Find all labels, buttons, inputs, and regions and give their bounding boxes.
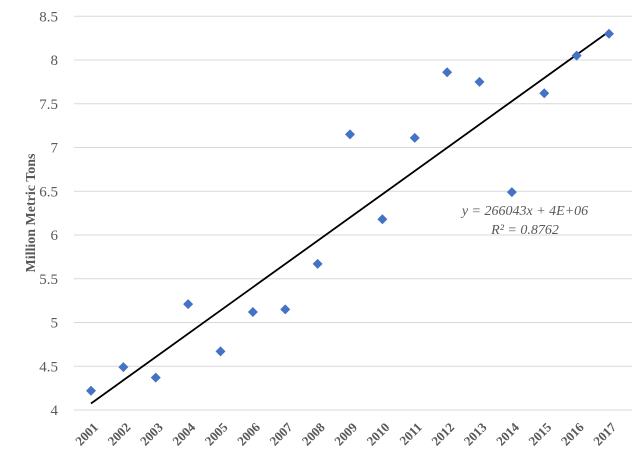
y-axis-title: Million Metric Tons [24,153,39,273]
x-tick-label: 2009 [331,419,360,448]
data-point [118,362,129,373]
data-point [280,304,291,315]
x-tick-label: 2008 [299,419,328,448]
y-tick-label: 5.5 [39,272,58,288]
x-tick-label: 2007 [266,419,295,448]
data-point [571,50,582,61]
x-tick-label: 2015 [525,419,554,448]
x-tick-label: 2012 [428,420,457,449]
y-tick-label: 8 [51,53,59,69]
y-tick-label: 6 [51,228,59,244]
y-tick-label: 5 [51,316,59,332]
x-tick-label: 2001 [72,420,101,449]
x-tick-label: 2010 [364,420,393,449]
data-point [345,129,355,140]
y-tick-label: 4.5 [39,359,58,375]
y-tick-label: 6.5 [39,184,58,200]
data-points [86,28,614,396]
data-point [86,385,96,396]
y-tick-label: 7.5 [39,97,58,113]
trendline-equation: y = 266043x + 4E+06 [460,204,588,219]
data-point [474,76,485,87]
data-point [442,67,453,78]
y-tick-label: 4 [51,403,59,419]
x-tick-label: 2003 [137,419,166,448]
x-tick-label: 2006 [234,419,263,448]
data-point [409,132,420,143]
gridlines [74,15,632,411]
data-point [183,299,194,310]
y-tick-label: 8.5 [39,9,58,25]
x-tick-label: 2011 [396,420,424,448]
data-point [312,258,323,269]
x-tick-label: 2002 [105,420,134,449]
data-point [150,372,161,383]
data-point [604,28,614,39]
y-axis-ticks: 4 4.5 5 5.5 6 6.5 7 7.5 8 8.5 [39,9,58,419]
y-tick-label: 7 [51,141,59,157]
x-axis-ticks: 2001 2002 2003 2004 2005 2006 2007 2008 2009 2010… [72,419,619,448]
trendline-r-squared: R² = 0.8762 [490,223,559,238]
data-point [247,307,258,318]
x-tick-label: 2004 [169,419,198,448]
x-tick-label: 2017 [590,419,619,448]
data-point [215,346,226,357]
x-tick-label: 2013 [461,419,490,448]
trendline [90,30,610,405]
x-tick-label: 2005 [202,419,231,448]
data-point [377,214,388,225]
data-point [539,88,550,99]
data-point [506,187,517,198]
x-tick-label: 2014 [493,419,522,448]
x-tick-label: 2016 [558,419,587,448]
